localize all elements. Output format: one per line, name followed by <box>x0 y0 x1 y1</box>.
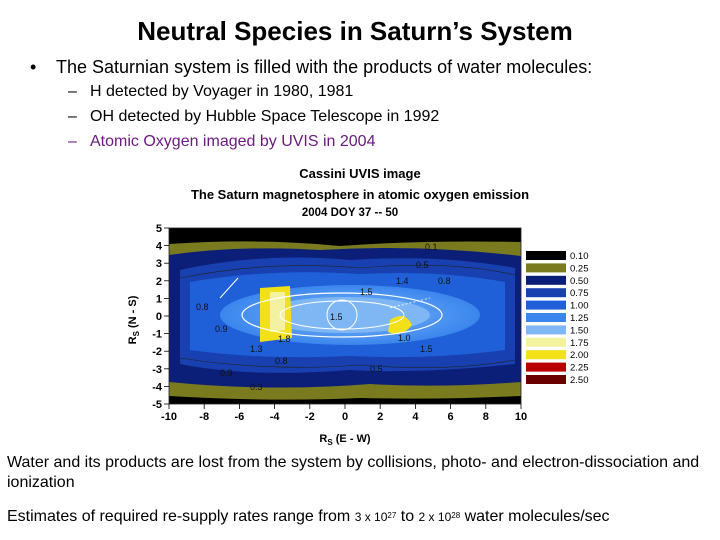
contour-label: 0.9 <box>220 368 233 378</box>
legend-label: 0.75 <box>570 288 589 299</box>
contour-label: 0.8 <box>275 356 288 366</box>
contour-label: 0.1 <box>425 242 438 252</box>
y-tick-label: -4 <box>152 381 163 393</box>
legend-swatch <box>526 251 566 260</box>
x-tick-label: 4 <box>412 411 419 423</box>
legend-swatch <box>526 275 566 285</box>
figure-title-1: Cassini UVIS image <box>299 166 420 181</box>
contour-label: 0.8 <box>196 302 209 312</box>
y-tick-label: -1 <box>152 329 162 341</box>
rate-high-exponent: 28 <box>451 511 461 520</box>
resupply-units: water molecules/sec <box>460 508 610 525</box>
rate-low-exponent: 27 <box>387 511 397 520</box>
legend-label: 0.25 <box>570 263 589 274</box>
sub-item-text: OH detected by Hubble Space Telescope in… <box>90 108 440 125</box>
x-tick-label: -6 <box>235 411 245 423</box>
x-tick-label: -4 <box>270 411 281 423</box>
y-tick-label: -5 <box>152 399 162 411</box>
color-legend: 0.100.25 0.500.75 1.001.251.50 1.752.00 2.25… <box>526 251 589 386</box>
emission-map: 0.1 0.5 0.8 1.5 0.8 0.9 1.8 1.3 1.0 0.8 … <box>169 228 521 404</box>
legend-label: 1.75 <box>570 338 589 349</box>
x-tick-label: -10 <box>161 411 177 423</box>
legend-swatch <box>526 375 566 384</box>
y-axis: 5 4 3 2 1 0 -1 -2 -3 -4 -5 <box>152 223 169 411</box>
slide-title: Neutral Species in Saturn’s System <box>137 16 573 46</box>
figure-title-3: 2004 DOY 37 -- 50 <box>302 207 398 219</box>
x-tick-label: 10 <box>515 411 527 423</box>
legend-swatch <box>526 313 566 322</box>
legend-label: 1.00 <box>570 301 589 312</box>
uvis-figure: Cassini UVIS image The Saturn magnetosph… <box>120 160 600 450</box>
bullet-text: The Saturnian system is filled with the … <box>56 57 593 77</box>
dash: – <box>68 108 77 125</box>
x-tick-label: -2 <box>305 411 315 423</box>
legend-swatch <box>526 300 566 310</box>
rate-to: to <box>396 508 419 525</box>
contour-label: 0.5 <box>370 364 383 374</box>
legend-swatch <box>526 263 566 273</box>
resupply-text: Estimates of required re-supply rates ra… <box>7 508 355 525</box>
rate-high: 2 x 10 <box>418 510 452 524</box>
x-tick-label: 8 <box>483 411 489 423</box>
legend-swatch <box>526 288 566 298</box>
y-tick-label: 5 <box>156 223 162 235</box>
y-tick-label: -2 <box>152 346 162 358</box>
figure-title-2: The Saturn magnetosphere in atomic oxyge… <box>191 187 529 202</box>
rate-low: 3 x 10 <box>354 510 388 524</box>
x-tick-label: 0 <box>342 411 348 423</box>
contour-label: 1.8 <box>278 334 291 344</box>
legend-swatch <box>526 362 566 372</box>
contour-label: 1.3 <box>250 344 263 354</box>
resupply-paragraph: Estimates of required re-supply rates ra… <box>7 507 712 527</box>
sub-item-text: Atomic Oxygen imaged by UVIS in 2004 <box>90 133 376 150</box>
legend-label: 2.25 <box>570 363 589 374</box>
x-tick-label: -8 <box>199 411 209 423</box>
contour-label: 0.5 <box>416 260 429 270</box>
y-tick-label: -3 <box>152 364 162 376</box>
legend-swatch <box>526 325 566 335</box>
loss-paragraph: Water and its products are lost from the… <box>7 454 700 491</box>
contour-label: 1.0 <box>398 333 411 343</box>
legend-label: 1.50 <box>570 325 589 336</box>
dash: – <box>68 83 77 100</box>
contour-label: 0.8 <box>438 276 451 286</box>
x-tick-label: 2 <box>377 411 383 423</box>
x-axis: -10 -8 -6 -4 -2 0 2 4 6 8 10 <box>161 404 527 423</box>
y-tick-label: 1 <box>156 293 162 305</box>
x-axis-label: RS (E - W) <box>319 433 371 447</box>
contour-label: 1.5 <box>420 344 433 354</box>
legend-label: 1.25 <box>570 313 589 324</box>
bullet-dot: • <box>30 57 37 77</box>
y-tick-label: 2 <box>156 276 162 288</box>
sub-item-text: H detected by Voyager in 1980, 1981 <box>90 83 354 100</box>
legend-swatch <box>526 337 566 347</box>
legend-label: 2.50 <box>570 375 589 386</box>
legend-label: 0.10 <box>570 251 589 262</box>
y-tick-label: 4 <box>156 241 163 253</box>
contour-label: 0.9 <box>215 324 228 334</box>
dash: – <box>68 133 77 150</box>
x-tick-label: 6 <box>448 411 454 423</box>
y-tick-label: 0 <box>156 311 162 323</box>
legend-label: 0.50 <box>570 276 589 287</box>
legend-label: 2.00 <box>570 350 589 361</box>
sub-item-h: – H detected by Voyager in 1980, 1981 <box>68 83 353 101</box>
y-axis-label: RS (N - S) <box>127 295 141 344</box>
contour-label: 1.5 <box>360 287 373 297</box>
sub-item-oh: – OH detected by Hubble Space Telescope i… <box>68 108 439 126</box>
contour-label: 1.5 <box>330 312 343 322</box>
contour-label: 0.3 <box>250 382 263 392</box>
legend-swatch <box>526 350 566 360</box>
contour-label: 1.4 <box>396 276 409 286</box>
sub-item-oxygen: – Atomic Oxygen imaged by UVIS in 2004 <box>68 133 375 151</box>
uvis-image: Cassini UVIS image The Saturn magnetosph… <box>127 166 589 447</box>
y-tick-label: 3 <box>156 258 162 270</box>
main-bullet: • The Saturnian system is filled with the… <box>30 57 592 78</box>
